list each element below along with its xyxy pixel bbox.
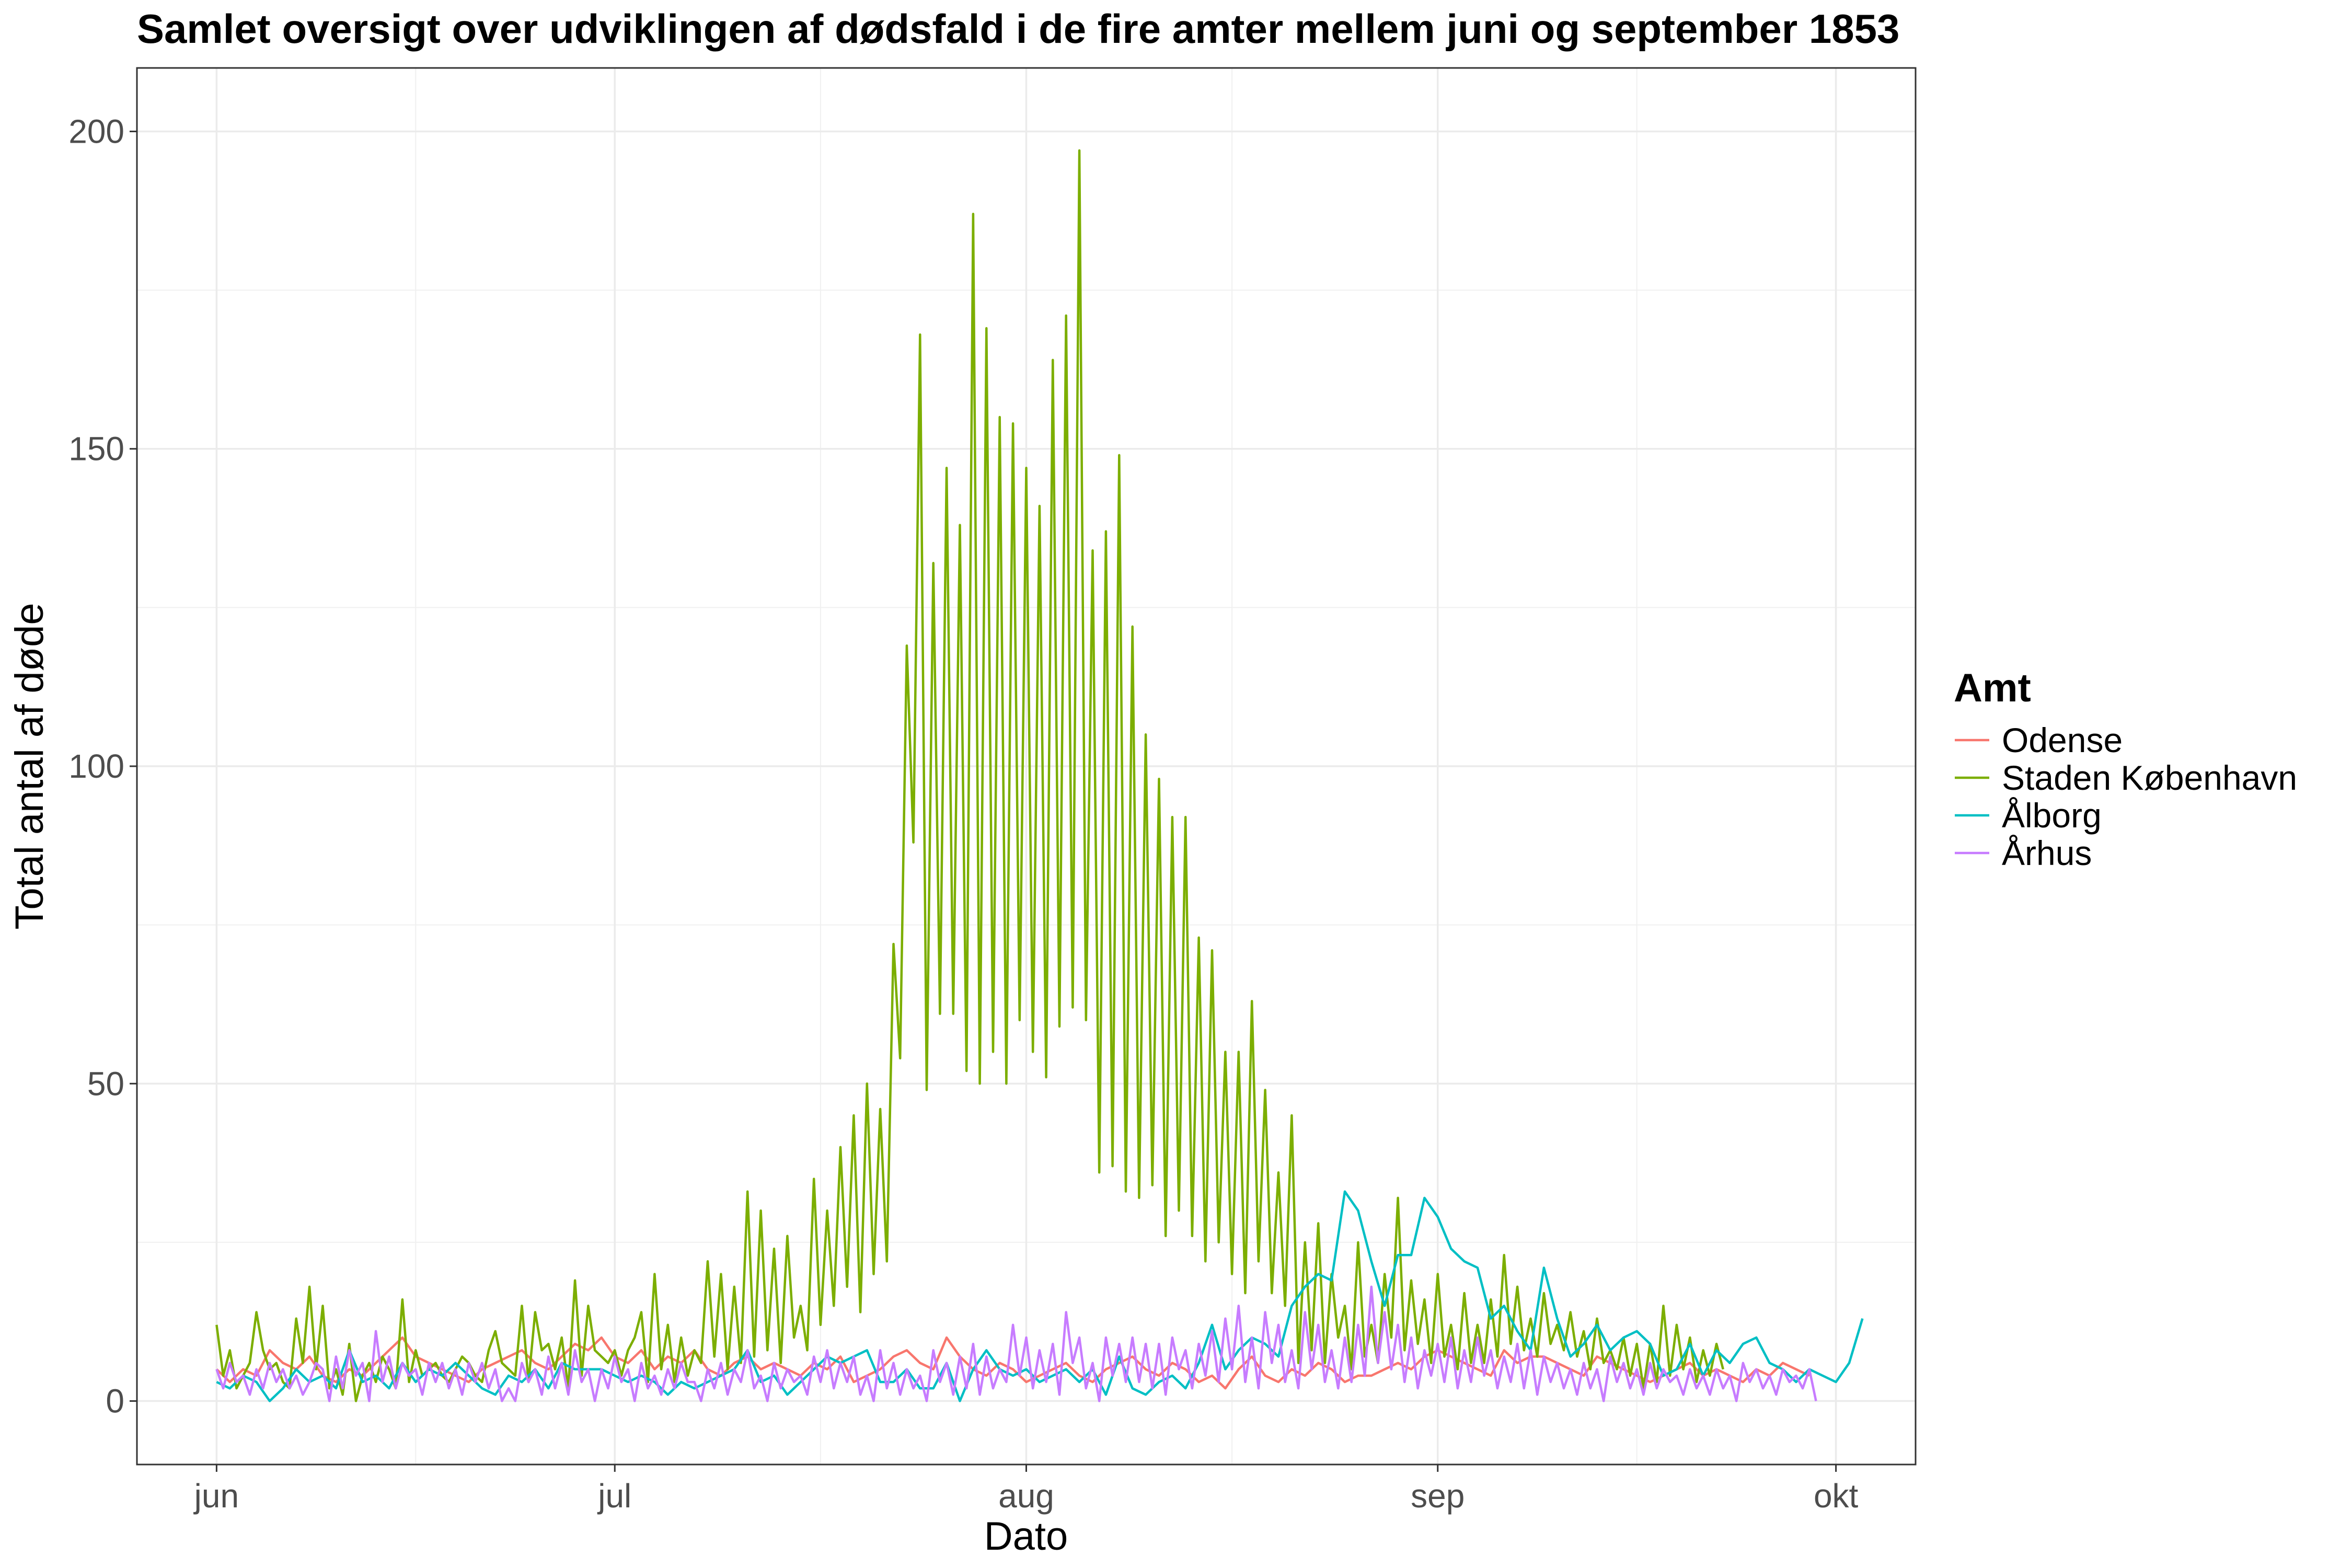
legend-label: Ålborg	[2002, 796, 2102, 835]
legend-item: Ålborg	[1955, 796, 2102, 835]
chart-title: Samlet oversigt over udviklingen af døds…	[137, 6, 1899, 52]
x-tick-label: jul	[597, 1477, 631, 1515]
x-tick-label: sep	[1411, 1477, 1465, 1515]
series-line-lborg	[216, 1190, 1864, 1402]
legend-label: Århus	[2002, 834, 2092, 872]
y-tick-label: 150	[68, 430, 124, 468]
y-tick-label: 0	[106, 1382, 124, 1420]
series-line-rhus	[215, 1285, 1817, 1402]
x-axis: jun jul aug sep okt	[193, 1465, 1859, 1515]
x-tick-label: okt	[1814, 1477, 1859, 1515]
legend-label: Odense	[2002, 721, 2123, 759]
x-axis-title: Dato	[984, 1514, 1068, 1559]
legend-item: Staden København	[1955, 758, 2297, 797]
y-tick-label: 50	[87, 1065, 124, 1102]
legend-label: Staden København	[2002, 758, 2297, 797]
legend-item: Århus	[1955, 834, 2092, 872]
series-line-staden-k-benhavn	[215, 149, 1724, 1402]
y-axis: 0 50 100 150 200	[68, 112, 137, 1420]
series-layer	[215, 149, 1864, 1402]
legend-item: Odense	[1955, 721, 2123, 759]
grid-major	[137, 68, 1916, 1465]
y-axis-title: Total antal af døde	[7, 603, 52, 929]
y-tick-label: 200	[68, 112, 124, 150]
legend-title: Amt	[1954, 666, 2031, 710]
x-tick-label: aug	[998, 1477, 1054, 1515]
x-tick-label: jun	[193, 1477, 239, 1515]
y-tick-label: 100	[68, 747, 124, 785]
